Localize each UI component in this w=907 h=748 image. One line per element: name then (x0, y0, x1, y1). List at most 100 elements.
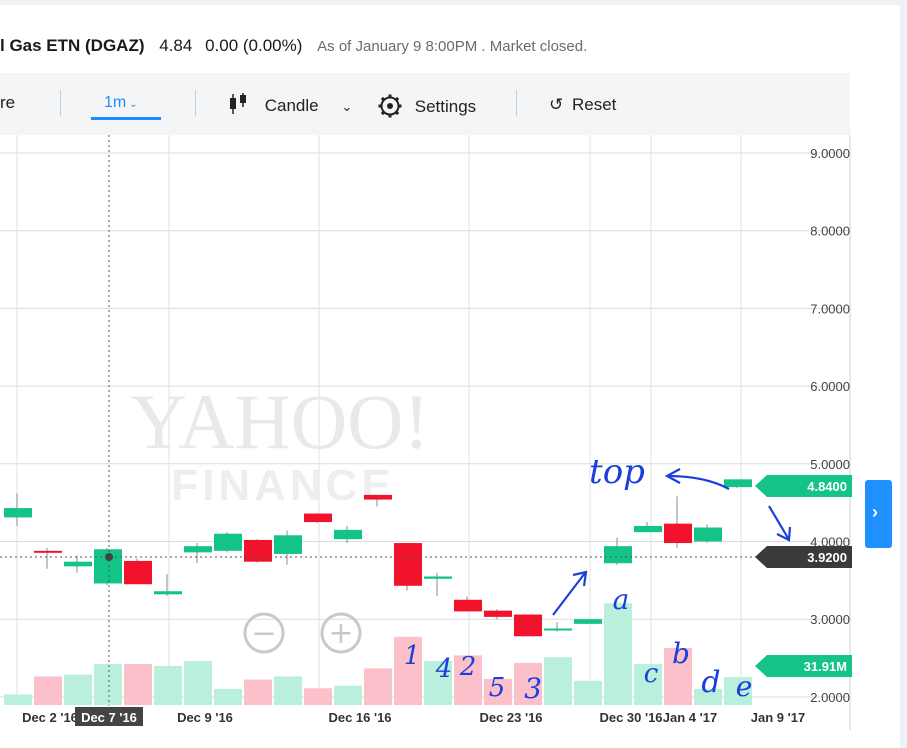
volume-bar (394, 636, 422, 705)
volume-bar (244, 679, 272, 705)
candle-body (634, 525, 662, 533)
candle-body (454, 599, 482, 612)
annotation-text: top (589, 452, 645, 492)
volume-bar (514, 662, 542, 705)
next-period-button[interactable]: › (865, 480, 892, 548)
arrow-up-head (572, 570, 588, 587)
arrow-left-head (664, 468, 681, 484)
volume-bar (4, 694, 32, 705)
volume-bar (574, 680, 602, 705)
annotation-text: b (672, 637, 690, 670)
crosshair-price-badge-label: 3.9200 (807, 550, 847, 565)
x-tick-highlight (75, 707, 143, 726)
candle-body (694, 527, 722, 542)
candle-body (4, 508, 32, 518)
volume-badge-shape (755, 655, 852, 677)
quote-header: l Gas ETN (DGAZ) 4.84 0.00 (0.00%) As of… (0, 36, 587, 56)
annotation-text: 1 (404, 641, 421, 671)
annotation-text: d (701, 665, 720, 700)
x-tick-label: Dec 30 '16 (599, 710, 662, 725)
y-tick-label: 9.0000 (810, 146, 850, 161)
x-tick-label: Dec 7 '16 (81, 710, 137, 725)
chart-type-button[interactable]: Candle ⌄ (228, 93, 352, 116)
y-tick-label: 2.0000 (810, 690, 850, 705)
crosshair-price-badge-shape (755, 546, 852, 568)
candle-body (574, 619, 602, 624)
range-selector[interactable]: 1m ⌄ (104, 94, 138, 112)
chevron-right-icon: › (872, 502, 878, 522)
arrow-left-line (667, 474, 730, 490)
candle-body (514, 614, 542, 637)
x-axis: Dec 2 '16 Dec 7 '16 Dec 9 '16 Dec 16 '16 Dec… (22, 707, 805, 726)
candle-body (184, 546, 212, 553)
volume-bar (214, 688, 242, 705)
candle-body (664, 523, 692, 544)
volume-bar (184, 660, 212, 705)
volume-bar (64, 674, 92, 705)
watermark-yahoo: YAHOO! (131, 378, 430, 465)
x-tick-label: Jan 9 '17 (751, 710, 805, 725)
candle-body (34, 550, 62, 553)
volume-bar (484, 678, 512, 705)
candle-body (124, 560, 152, 585)
toolbar-divider (516, 90, 517, 116)
volume-bar (304, 688, 332, 705)
x-tick-label: Dec 23 '16 (479, 710, 542, 725)
reset-button[interactable]: ↺ Reset (549, 95, 616, 115)
arrow-down-head (776, 526, 792, 542)
hand-annotations: top a bc d e 1 4 25 3 (404, 452, 792, 705)
chevron-down-icon: ⌄ (129, 99, 138, 110)
range-active-indicator (91, 117, 161, 120)
last-price-badge-shape (755, 475, 852, 497)
candle-body (304, 513, 332, 523)
volume-bar (544, 657, 572, 705)
candle-body (604, 546, 632, 564)
chart-type-label: Candle (264, 96, 319, 115)
candle-body (394, 543, 422, 586)
price-change: 0.00 (0.00%) (205, 36, 303, 55)
settings-label: Settings (414, 97, 477, 116)
volume-bar (154, 665, 182, 705)
candle-body (334, 529, 362, 540)
chart-toolbar: re 1m ⌄ Candle ⌄ Settings ↺ Rese (0, 73, 850, 135)
candlestick-chart[interactable]: YAHOO! FINANCE 9.0000 8.0000 7.0000 6.0000 5… (0, 135, 860, 735)
zoom-in-button[interactable]: + (320, 612, 362, 654)
candle-icon (230, 93, 246, 114)
x-tick-label: Dec 9 '16 (177, 710, 233, 725)
compare-button[interactable]: re (0, 93, 16, 112)
annotation-text: c (644, 659, 659, 689)
volume-bar (634, 664, 662, 705)
candle-body (424, 576, 452, 579)
settings-button[interactable]: Settings (378, 94, 476, 118)
zoom-in-icon (320, 612, 362, 654)
market-status: As of January 9 8:00PM . Market closed. (317, 38, 588, 55)
volume-bar (604, 603, 632, 705)
candle-body (64, 561, 92, 567)
zoom-out-button[interactable]: − (243, 612, 285, 654)
crosshair-dot (105, 553, 113, 561)
volume-bar (124, 664, 152, 705)
candle-body (364, 494, 392, 500)
volume-bar (724, 677, 752, 705)
arrow-down-line (768, 505, 789, 539)
annotation-text: 5 (489, 673, 506, 703)
volume-bar (364, 668, 392, 705)
zoom-in-glyph: + (328, 616, 353, 651)
volume-bar (34, 676, 62, 705)
candle-body (274, 535, 302, 554)
annotation-text: 3 (524, 672, 542, 705)
chevron-down-icon: ⌄ (341, 99, 353, 114)
y-tick-label: 4.0000 (810, 535, 850, 550)
x-tick-label: Jan 4 '17 (663, 710, 717, 725)
candle-body (724, 479, 752, 488)
zoom-controls: − + (243, 612, 362, 654)
zoom-out-glyph: − (251, 616, 276, 651)
volume-bars (4, 603, 752, 705)
arrow-up-line (552, 572, 586, 616)
toolbar-divider (60, 90, 61, 116)
toolbar-divider (195, 90, 196, 116)
candle-body (244, 539, 272, 562)
y-tick-label: 7.0000 (810, 301, 850, 316)
zoom-out-icon (243, 612, 285, 654)
price-badges: 4.8400 3.9200 31.91M (755, 475, 852, 677)
